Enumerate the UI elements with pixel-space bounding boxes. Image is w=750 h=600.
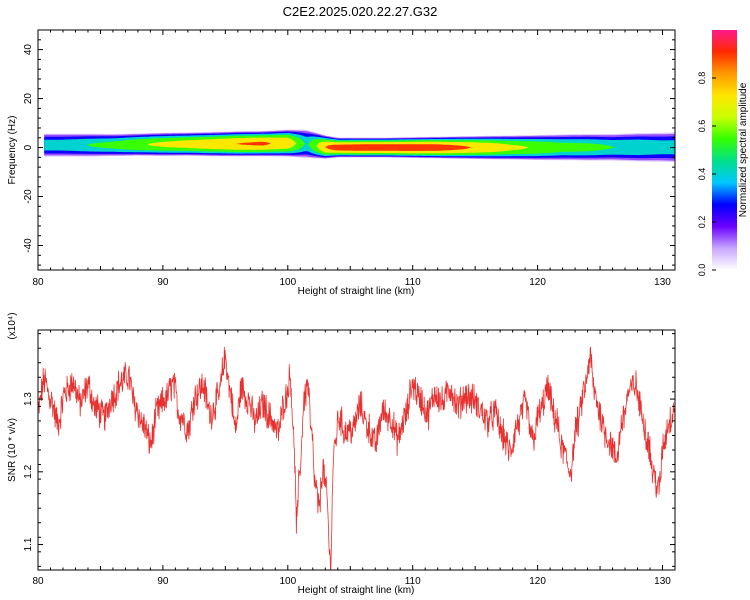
colorbar-tick-label: 0.6 — [697, 120, 707, 133]
colorbar-scale — [712, 30, 737, 270]
spectrogram-band — [44, 129, 675, 163]
snr-line — [38, 346, 675, 570]
x-tick-label: 120 — [529, 277, 546, 288]
snr-panel: 80 90 100 110 120 130 1.1 1.2 1.3 Height of str… — [7, 312, 676, 596]
y-tick-label: 0 — [23, 144, 34, 150]
spectrogram-x-axis-label: Height of straight line (km) — [298, 286, 415, 297]
x-tick-label: 90 — [157, 576, 169, 587]
x-tick-label: 100 — [279, 576, 296, 587]
y-tick-label: 1.1 — [23, 537, 34, 551]
snr-y-scale-note: (x10⁴) — [7, 312, 18, 339]
colorbar-tick-label: 0.0 — [697, 264, 707, 277]
x-tick-label: 130 — [654, 277, 671, 288]
spectrogram-y-axis-label: Frequency (Hz) — [7, 116, 18, 185]
y-tick-label: -20 — [23, 189, 34, 204]
colorbar: 0.0 0.2 0.4 0.6 0.8 Normalized spectral ampl… — [697, 30, 749, 276]
spectrogram-frame — [37, 29, 676, 271]
x-tick-label: 100 — [279, 277, 296, 288]
y-tick-label: 1.2 — [23, 464, 34, 478]
snr-y-axis-label: SNR (10 * v/v) — [7, 418, 18, 482]
x-tick-label: 80 — [32, 576, 44, 587]
snr-series — [38, 346, 675, 570]
snr-y-axis: 1.1 1.2 1.3 — [23, 333, 675, 567]
spectrogram-x-axis: 80 90 100 110 120 130 — [32, 30, 676, 288]
x-tick-label: 120 — [529, 576, 546, 587]
x-tick-label: 130 — [654, 576, 671, 587]
x-tick-label: 90 — [157, 277, 169, 288]
x-tick-label: 110 — [405, 576, 421, 587]
y-tick-label: -40 — [23, 238, 34, 253]
snr-plot-area — [38, 330, 675, 570]
x-tick-label: 80 — [32, 277, 44, 288]
colorbar-ticks: 0.0 0.2 0.4 0.6 0.8 — [697, 72, 716, 277]
spectrogram-contour — [44, 141, 675, 151]
spectrogram-y-axis: 40 20 0 -20 -40 — [23, 29, 675, 266]
snr-x-axis-label: Height of straight line (km) — [298, 585, 415, 596]
colorbar-label: Normalized spectral amplitude — [738, 82, 749, 217]
colorbar-tick-label: 0.8 — [697, 72, 707, 85]
snr-x-axis: 80 90 100 110 120 130 — [32, 330, 676, 587]
colorbar-tick-label: 0.2 — [697, 216, 707, 229]
colorbar-tick-label: 0.4 — [697, 168, 707, 181]
x-tick-label: 110 — [405, 277, 421, 288]
figure-title: C2E2.2025.020.22.27.G32 — [283, 4, 438, 19]
y-tick-label: 1.3 — [23, 392, 34, 406]
y-tick-label: 40 — [23, 44, 34, 56]
spectrogram-panel: 80 90 100 110 120 130 40 20 0 -20 -40 Height of s… — [7, 29, 676, 297]
y-tick-label: 20 — [23, 93, 34, 105]
